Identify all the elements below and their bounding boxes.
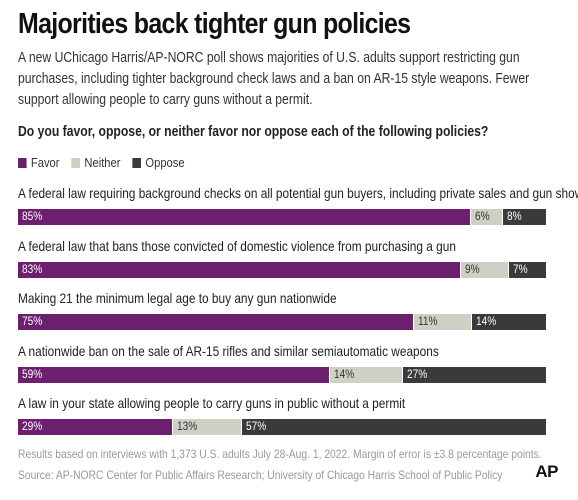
data-label-neither: 11% bbox=[418, 316, 438, 328]
data-label-neither: 13% bbox=[176, 421, 197, 433]
bar-segment-favor: 59% bbox=[18, 367, 330, 383]
policy-label: Making 21 the minimum legal age to buy a… bbox=[18, 291, 337, 306]
policy-label: A federal law that bans those convicted … bbox=[18, 239, 456, 254]
bar-segment-oppose: 7% bbox=[508, 262, 546, 278]
data-label-neither: 14% bbox=[333, 369, 354, 381]
bar-segment-oppose: 57% bbox=[241, 419, 546, 435]
legend-item-favor: Favor bbox=[18, 155, 59, 170]
bar-segment-neither: 9% bbox=[460, 262, 509, 278]
legend-swatch-neither bbox=[71, 157, 81, 168]
stacked-bar-row: 59% 14% 27% bbox=[18, 367, 546, 383]
data-label-favor: 29% bbox=[22, 421, 43, 433]
stacked-bar-row: 85% 6% 8% bbox=[18, 209, 546, 225]
policy-label: A nationwide ban on the sale of AR-15 ri… bbox=[18, 344, 439, 359]
legend-item-neither: Neither bbox=[71, 155, 121, 170]
data-label-favor: 83% bbox=[22, 264, 43, 276]
bar-segment-oppose: 14% bbox=[472, 314, 546, 330]
bar-segment-neither: 13% bbox=[172, 419, 242, 435]
stacked-bar-row: 75% 11% 14% bbox=[18, 314, 546, 330]
data-label-neither: 6% bbox=[475, 211, 490, 223]
source-note: Source: AP-NORC Center for Public Affair… bbox=[18, 468, 503, 482]
bar-segment-neither: 6% bbox=[471, 209, 504, 225]
bar-segment-favor: 29% bbox=[18, 419, 173, 435]
data-label-oppose: 57% bbox=[245, 421, 267, 433]
ap-logo: AP bbox=[535, 462, 558, 481]
legend-swatch-oppose bbox=[132, 157, 142, 168]
data-label-oppose: 27% bbox=[407, 369, 428, 381]
methodology-note: Results based on interviews with 1,373 U… bbox=[18, 447, 542, 461]
chart-title: Majorities back tighter gun policies bbox=[18, 8, 411, 40]
data-label-neither: 9% bbox=[464, 264, 480, 276]
data-label-oppose: 14% bbox=[476, 316, 497, 328]
bar-segment-favor: 83% bbox=[18, 262, 461, 278]
legend-label-favor: Favor bbox=[30, 155, 60, 170]
bar-segment-neither: 11% bbox=[414, 314, 473, 330]
data-label-favor: 85% bbox=[22, 211, 43, 223]
bar-segment-neither: 14% bbox=[329, 367, 404, 383]
legend-label-oppose: Oppose bbox=[145, 155, 185, 170]
bar-segment-favor: 85% bbox=[18, 209, 472, 225]
data-label-oppose: 8% bbox=[507, 211, 522, 223]
chart-subtitle: A new UChicago Harris/AP-NORC poll shows… bbox=[18, 50, 530, 108]
legend-swatch-favor bbox=[18, 157, 27, 168]
data-label-oppose: 7% bbox=[512, 264, 528, 276]
legend: Favor Neither Oppose bbox=[18, 155, 197, 170]
policy-label: A law in your state allowing people to c… bbox=[18, 396, 406, 411]
bar-segment-favor: 75% bbox=[18, 314, 414, 330]
policy-label: A federal law requiring background check… bbox=[18, 186, 578, 201]
data-label-favor: 59% bbox=[22, 369, 43, 381]
legend-item-oppose: Oppose bbox=[132, 155, 185, 170]
bar-segment-oppose: 27% bbox=[403, 367, 546, 383]
legend-label-neither: Neither bbox=[84, 155, 121, 170]
survey-question: Do you favor, oppose, or neither favor n… bbox=[18, 124, 489, 140]
data-label-favor: 75% bbox=[22, 316, 43, 328]
bar-segment-oppose: 8% bbox=[503, 209, 546, 225]
stacked-bar-row: 83% 9% 7% bbox=[18, 262, 546, 278]
stacked-bar-row: 29% 13% 57% bbox=[18, 419, 546, 435]
